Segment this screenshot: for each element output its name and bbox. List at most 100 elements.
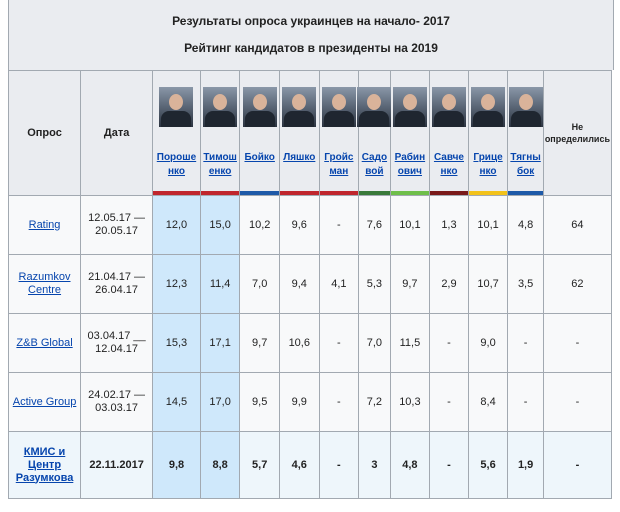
party-color-bar: [359, 191, 390, 195]
candidate-value-cell: 14,5: [152, 372, 201, 432]
candidate-value-cell: 8,4: [467, 372, 509, 432]
candidate-value-cell: 10,2: [239, 195, 280, 255]
candidate-value-cell: -: [318, 431, 360, 499]
party-color-bar: [240, 191, 279, 195]
poll-date-cell: 12.05.17 — 20.05.17: [80, 195, 154, 255]
party-color-bar: [200, 191, 240, 195]
table-row: Rating 12.05.17 — 20.05.17 12,0 15,0 10,2 9,6…: [7, 195, 613, 255]
column-header-candidate: Пороше нко: [152, 70, 201, 196]
candidate-link[interactable]: Рабин ович: [394, 152, 426, 177]
candidate-value-cell: 9,4: [278, 254, 320, 314]
candidate-value-cell: 12,3: [152, 254, 201, 314]
table-row: Razumkov Centre 21.04.17 — 26.04.17 12,3 11…: [7, 254, 613, 314]
candidate-value-cell: 4,1: [318, 254, 360, 314]
candidate-value-cell: 7,2: [358, 372, 391, 432]
candidate-value-cell: 3,5: [507, 254, 544, 314]
candidate-photo: [392, 87, 427, 127]
candidate-value-cell: 8,8: [199, 431, 241, 499]
candidate-value-cell: 17,1: [199, 313, 241, 373]
candidate-value-cell: 15,3: [152, 313, 201, 373]
column-header-candidate: Гройс ман: [318, 70, 360, 196]
party-color-bar: [430, 191, 468, 195]
candidate-value-cell: 1,9: [507, 431, 544, 499]
candidate-photo: [508, 87, 543, 127]
poll-date-cell: 22.11.2017: [80, 431, 154, 499]
poll-source-cell[interactable]: Razumkov Centre: [7, 254, 82, 314]
candidate-value-cell: 10,3: [389, 372, 431, 432]
candidate-photo: [242, 87, 277, 127]
candidate-value-cell: 7,0: [239, 254, 280, 314]
undecided-value-cell: -: [542, 431, 613, 499]
candidate-value-cell: 10,1: [389, 195, 431, 255]
column-header-candidate: Савче нко: [429, 70, 469, 196]
poll-source-cell[interactable]: Rating: [7, 195, 82, 255]
candidate-link[interactable]: Гройс ман: [324, 152, 354, 177]
column-header-candidate: Тимош енко: [199, 70, 241, 196]
candidate-value-cell: 7,6: [358, 195, 391, 255]
column-header-undecided: Не определились: [542, 70, 613, 196]
party-color-bar: [153, 191, 200, 195]
candidate-photo: [471, 87, 506, 127]
party-color-bar: [279, 191, 319, 195]
candidate-value-cell: 5,6: [467, 431, 509, 499]
undecided-value-cell: -: [542, 372, 613, 432]
candidate-value-cell: 10,6: [278, 313, 320, 373]
undecided-value-cell: -: [542, 313, 613, 373]
candidate-value-cell: -: [318, 313, 360, 373]
candidate-value-cell: 5,3: [358, 254, 391, 314]
candidate-photo: [159, 87, 194, 127]
poll-date-cell: 21.04.17 — 26.04.17: [80, 254, 154, 314]
column-header-candidate: Садо вой: [357, 70, 392, 196]
candidate-value-cell: -: [318, 195, 360, 255]
candidate-value-cell: 9,5: [239, 372, 280, 432]
party-color-bar: [468, 191, 508, 195]
candidate-value-cell: -: [318, 372, 360, 432]
candidate-link[interactable]: Пороше нко: [156, 152, 197, 177]
candidate-value-cell: 7,0: [358, 313, 391, 373]
poll-source-cell[interactable]: Z&B Global: [7, 313, 82, 373]
column-header-candidate: Ляшко: [278, 70, 320, 196]
candidate-value-cell: -: [429, 372, 469, 432]
candidate-value-cell: 2,9: [429, 254, 469, 314]
candidate-value-cell: 9,7: [239, 313, 280, 373]
candidate-value-cell: 17,0: [199, 372, 241, 432]
undecided-value-cell: 64: [542, 195, 613, 255]
candidate-link[interactable]: Савче нко: [433, 152, 464, 177]
candidate-link[interactable]: Садо вой: [361, 152, 388, 177]
poll-date-cell: 03.04.17 __ 12.04.17: [80, 313, 154, 373]
party-color-bar: [319, 191, 359, 195]
candidate-link[interactable]: Тягны бок: [510, 152, 541, 177]
candidate-link[interactable]: Тимош енко: [203, 152, 237, 177]
candidate-value-cell: 9,7: [389, 254, 431, 314]
table-row: КМИС и Центр Разумкова 22.11.2017 9,8 8,8 5,…: [7, 431, 613, 499]
candidate-value-cell: 5,7: [239, 431, 280, 499]
column-header-candidate: Бойко: [239, 70, 280, 196]
party-color-bar: [508, 191, 543, 195]
candidate-value-cell: 9,9: [278, 372, 320, 432]
poll-table: Опрос Дата Пороше нко Тимош енко Бойко Ляшко Г…: [7, 70, 613, 499]
candidate-link[interactable]: Грице нко: [473, 152, 503, 177]
candidate-value-cell: 9,6: [278, 195, 320, 255]
candidate-link[interactable]: Бойко: [244, 152, 275, 163]
candidate-value-cell: -: [429, 313, 469, 373]
candidate-link[interactable]: Ляшко: [283, 152, 316, 163]
table-row: Active Group 24.02.17 — 03.03.17 14,5 17,0 9…: [7, 372, 613, 432]
candidate-value-cell: 10,1: [467, 195, 509, 255]
undecided-value-cell: 62: [542, 254, 613, 314]
candidate-value-cell: 4,8: [389, 431, 431, 499]
table-body: Rating 12.05.17 — 20.05.17 12,0 15,0 10,2 9,6…: [7, 195, 613, 499]
candidate-value-cell: -: [507, 313, 544, 373]
candidate-value-cell: 1,3: [429, 195, 469, 255]
candidate-value-cell: -: [507, 372, 544, 432]
poll-source-cell[interactable]: Active Group: [7, 372, 82, 432]
table-caption: Результаты опроса украинцев на начало- 2…: [8, 0, 614, 70]
table-title: Результаты опроса украинцев на начало- 2…: [172, 14, 450, 28]
poll-date-cell: 24.02.17 — 03.03.17: [80, 372, 154, 432]
candidate-value-cell: -: [429, 431, 469, 499]
candidate-photo: [431, 87, 466, 127]
candidate-value-cell: 11,4: [199, 254, 241, 314]
column-header-source: Опрос: [7, 70, 82, 196]
poll-source-cell[interactable]: КМИС и Центр Разумкова: [7, 431, 82, 499]
candidate-value-cell: 9,8: [152, 431, 201, 499]
candidate-photo: [357, 87, 392, 127]
